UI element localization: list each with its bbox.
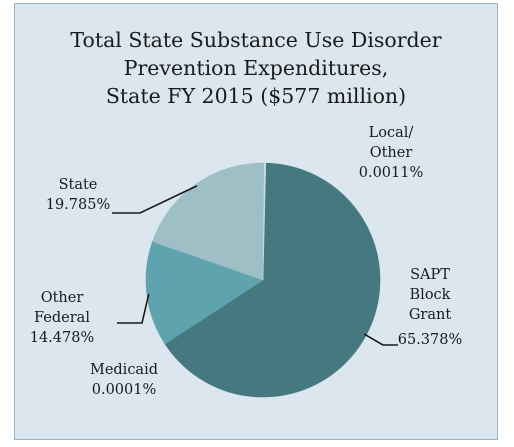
label-state-line-1: State	[59, 177, 98, 193]
leader-line-other-federal	[117, 293, 150, 324]
pie-slices	[145, 162, 381, 398]
label-other-federal-line-2: Federal	[34, 310, 90, 326]
label-state-value: 19.785%	[46, 197, 111, 213]
label-medicaid-value: 0.0001%	[92, 382, 157, 398]
leader-lines	[112, 185, 398, 346]
chart-title-line-2: Prevention Expenditures,	[123, 56, 389, 80]
leader-line-sapt	[363, 333, 398, 346]
chart-title-line-1: Total State Substance Use Disorder	[70, 28, 442, 52]
label-other-federal-value: 14.478%	[30, 330, 95, 346]
chart-title: Total State Substance Use Disorder Preve…	[14, 26, 498, 110]
label-sapt-line-1: SAPT	[410, 267, 450, 283]
pie-slice-local-other	[262, 162, 267, 281]
pie-slice-state	[152, 162, 265, 281]
label-local-other-line-2: Other	[370, 145, 413, 161]
label-local-other-value: 0.0011%	[359, 165, 424, 181]
label-local-other-line-1: Local/	[369, 125, 414, 141]
leader-line-state	[112, 185, 198, 214]
pie-slice-other-federal	[145, 241, 264, 345]
label-other-federal-line-1: Other	[41, 290, 84, 306]
label-sapt-line-3: Grant	[409, 307, 451, 323]
label-medicaid-line-1: Medicaid	[90, 362, 158, 378]
label-sapt-value: 65.378%	[398, 332, 463, 348]
chart-title-line-3: State FY 2015 ($577 million)	[105, 84, 407, 108]
label-sapt-line-2: Block	[410, 287, 451, 303]
